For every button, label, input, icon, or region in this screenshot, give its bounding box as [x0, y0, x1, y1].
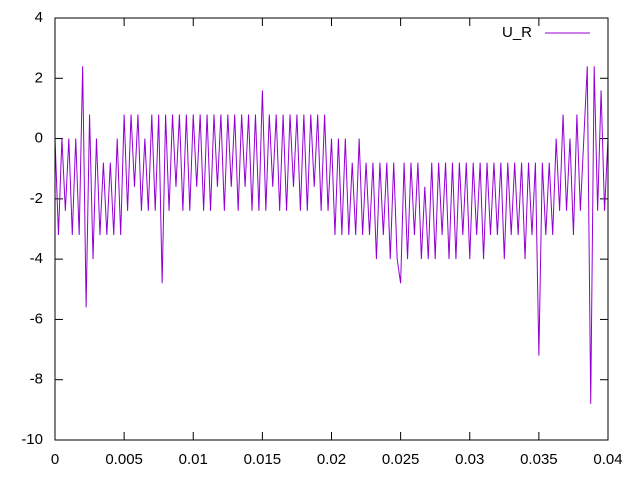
y-tick-label: -2	[30, 190, 43, 207]
y-tick-label: -8	[30, 371, 43, 388]
plot-frame	[54, 17, 609, 441]
x-tick-label: 0.005	[105, 451, 143, 468]
x-tick-label: 0.01	[179, 451, 208, 468]
x-tick-label: 0.02	[317, 451, 346, 468]
y-tick-label: -4	[30, 250, 43, 267]
y-tick-label: 2	[35, 69, 43, 86]
x-tick-label: 0.03	[455, 451, 484, 468]
data-line	[54, 66, 609, 404]
y-tick-label: -6	[30, 310, 43, 327]
y-tick-label: 4	[35, 9, 43, 26]
x-tick-label: 0.035	[520, 451, 558, 468]
legend-label: U_R	[502, 24, 532, 41]
x-tick-label: 0	[51, 451, 59, 468]
x-tick-label: 0.015	[244, 451, 282, 468]
y-tick-label: 0	[35, 130, 43, 147]
x-tick-label: 0.025	[382, 451, 420, 468]
x-tick-label: 0.04	[593, 451, 622, 468]
y-tick-label: -10	[21, 431, 43, 448]
